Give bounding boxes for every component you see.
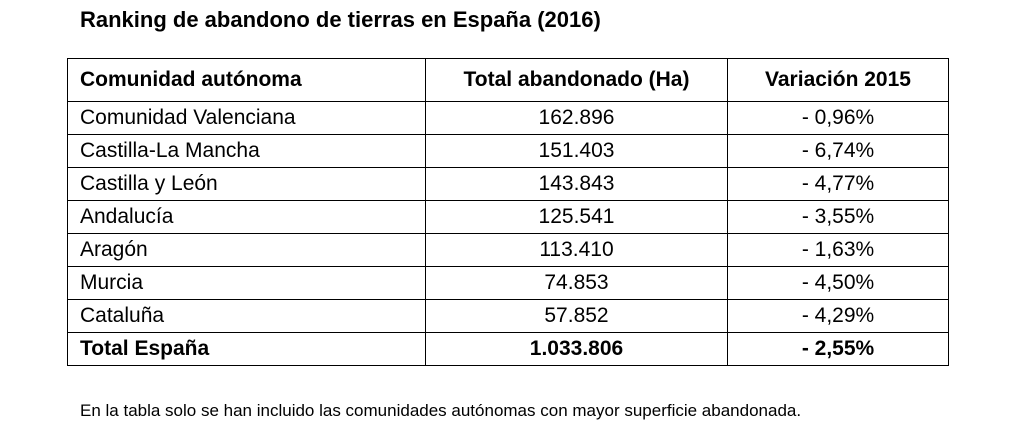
cell-comunidad: Castilla-La Mancha	[67, 134, 426, 168]
cell-comunidad: Murcia	[67, 266, 426, 300]
cell-variacion: - 4,77%	[727, 167, 949, 201]
cell-total: 125.541	[425, 200, 728, 234]
total-value: 1.033.806	[425, 332, 728, 366]
cell-variacion: - 1,63%	[727, 233, 949, 267]
cell-variacion: - 4,29%	[727, 299, 949, 333]
table-row: Castilla y León 143.843 - 4,77%	[67, 167, 949, 201]
header-variacion: Variación 2015	[727, 58, 949, 102]
cell-variacion: - 0,96%	[727, 101, 949, 135]
header-row: Comunidad autónoma Total abandonado (Ha)…	[67, 58, 949, 102]
header-total: Total abandonado (Ha)	[425, 58, 728, 102]
total-variacion: - 2,55%	[727, 332, 949, 366]
cell-comunidad: Castilla y León	[67, 167, 426, 201]
cell-comunidad: Aragón	[67, 233, 426, 267]
table-row: Andalucía 125.541 - 3,55%	[67, 200, 949, 234]
cell-total: 57.852	[425, 299, 728, 333]
ranking-table: Comunidad autónoma Total abandonado (Ha)…	[67, 58, 949, 366]
table-row: Aragón 113.410 - 1,63%	[67, 233, 949, 267]
footnote: En la tabla solo se han incluido las com…	[80, 401, 802, 420]
total-row: Total España 1.033.806 - 2,55%	[67, 332, 949, 366]
cell-total: 113.410	[425, 233, 728, 267]
cell-total: 151.403	[425, 134, 728, 168]
table-title: Ranking de abandono de tierras en España…	[80, 7, 601, 32]
table-row: Comunidad Valenciana 162.896 - 0,96%	[67, 101, 949, 135]
cell-total: 143.843	[425, 167, 728, 201]
cell-variacion: - 4,50%	[727, 266, 949, 300]
cell-comunidad: Andalucía	[67, 200, 426, 234]
cell-variacion: - 6,74%	[727, 134, 949, 168]
table-row: Murcia 74.853 - 4,50%	[67, 266, 949, 300]
cell-total: 162.896	[425, 101, 728, 135]
cell-total: 74.853	[425, 266, 728, 300]
cell-comunidad: Cataluña	[67, 299, 426, 333]
table-row: Castilla-La Mancha 151.403 - 6,74%	[67, 134, 949, 168]
total-label: Total España	[67, 332, 426, 366]
header-comunidad: Comunidad autónoma	[67, 58, 426, 102]
cell-variacion: - 3,55%	[727, 200, 949, 234]
cell-comunidad: Comunidad Valenciana	[67, 101, 426, 135]
table-row: Cataluña 57.852 - 4,29%	[67, 299, 949, 333]
